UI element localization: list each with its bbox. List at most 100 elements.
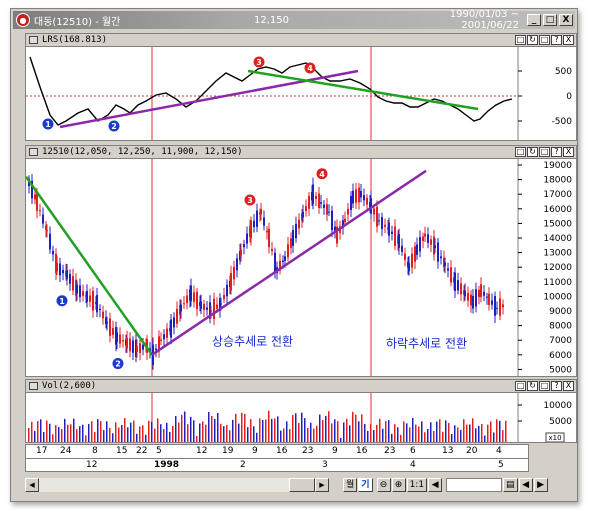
panel-restore-button[interactable]: □ <box>515 35 526 45</box>
y-tick-label: 11000 <box>543 278 572 288</box>
panel-close-button[interactable]: X <box>563 147 574 157</box>
volume-bar <box>349 425 351 442</box>
candle-body <box>437 242 439 262</box>
candle-body <box>253 220 255 228</box>
candle-body <box>89 295 91 302</box>
y-tick-label: 13000 <box>543 249 572 259</box>
volume-bar <box>337 421 339 442</box>
lrs-marker-label: 4 <box>307 64 313 73</box>
month-label: 4 <box>410 460 416 470</box>
scroll-left-button[interactable]: ◀ <box>25 477 39 492</box>
volume-bar <box>52 434 54 442</box>
forward-button[interactable]: ▶ <box>533 477 548 492</box>
panel-max-button[interactable]: □ <box>539 35 550 45</box>
volume-bar <box>388 420 390 442</box>
maximize-button[interactable]: □ <box>543 14 557 26</box>
candle-body <box>271 249 273 252</box>
candle-body <box>347 208 349 215</box>
date-input[interactable] <box>446 477 503 492</box>
candle-body <box>86 290 88 302</box>
scroll-thumb[interactable] <box>289 477 315 492</box>
candle-body <box>223 295 225 300</box>
lrs-panel[interactable]: LRS(168.813) □ ↻ □ ? X 500 0 -500 1 2 3 4 <box>25 33 577 141</box>
panel-help-button[interactable]: ? <box>551 35 562 45</box>
candle-body <box>126 337 128 349</box>
price-panel-header: 12510(12,050, 12,250, 11,900, 12,150) □ … <box>26 146 576 159</box>
minimize-button[interactable]: _ <box>527 14 541 26</box>
panel-refresh-button[interactable]: ↻ <box>527 35 538 45</box>
lrs-panel-header: LRS(168.813) □ ↻ □ ? X <box>26 34 576 47</box>
volume-bar <box>226 425 228 442</box>
volume-panel[interactable]: Vol(2,600) □ ↻ □ ? X 10000 5000 x10 <box>25 379 577 443</box>
page-icon[interactable]: ▤ <box>503 477 518 492</box>
panel-max-button[interactable]: □ <box>539 147 550 157</box>
candle-body <box>344 218 346 223</box>
volume-bar <box>250 419 252 442</box>
panel-help-button[interactable]: ? <box>551 381 562 391</box>
candle-body <box>99 308 101 311</box>
volume-bar <box>304 418 306 442</box>
close-button[interactable]: X <box>559 14 573 26</box>
volume-bar <box>490 421 492 442</box>
candle-body <box>173 317 175 328</box>
volume-bar <box>448 423 450 442</box>
volume-bar <box>472 418 474 442</box>
volume-bar <box>64 418 66 442</box>
volume-bar <box>367 430 369 442</box>
y-tick-label: 19000 <box>543 161 572 171</box>
candle-body <box>366 197 368 205</box>
y-tick-label: 10000 <box>543 401 572 411</box>
volume-bar <box>169 432 171 442</box>
candle-body <box>427 234 429 243</box>
month-label: 2 <box>240 460 246 470</box>
panel-help-button[interactable]: ? <box>551 147 562 157</box>
horizontal-scrollbar[interactable] <box>39 477 315 492</box>
monthly-button[interactable]: 월 <box>343 477 358 492</box>
scroll-right-button[interactable]: ▶ <box>315 477 329 492</box>
candle-body <box>142 344 144 350</box>
volume-bar <box>322 419 324 442</box>
prev-button[interactable]: ◀ <box>428 477 443 492</box>
volume-bar <box>253 426 255 442</box>
volume-bar <box>91 421 93 442</box>
candle-body <box>226 284 228 297</box>
candle-body <box>363 195 365 201</box>
candle-body <box>398 233 400 248</box>
candle-body <box>302 211 304 218</box>
panel-refresh-button[interactable]: ↻ <box>527 381 538 391</box>
candle-body <box>220 303 222 305</box>
volume-bar <box>466 424 468 442</box>
panel-max-button[interactable]: □ <box>539 381 550 391</box>
panel-restore-button[interactable]: □ <box>515 381 526 391</box>
candle-body <box>355 189 357 203</box>
panel-restore-button[interactable]: □ <box>515 147 526 157</box>
zoom-in-button[interactable]: ⊕ <box>391 477 406 492</box>
downtrend-line <box>26 175 154 356</box>
candle-body <box>331 210 333 231</box>
price-panel[interactable]: 12510(12,050, 12,250, 11,900, 12,150) □ … <box>25 145 577 377</box>
candle-body <box>467 292 469 301</box>
volume-bar <box>46 420 48 442</box>
volume-bar <box>391 433 393 442</box>
panel-icon <box>29 382 38 390</box>
panel-close-button[interactable]: X <box>563 381 574 391</box>
zoom-out-button[interactable]: ⊖ <box>376 477 391 492</box>
volume-bar <box>79 426 81 442</box>
volume-bar <box>100 421 102 442</box>
panel-icon <box>29 148 38 156</box>
y-tick-label: 5000 <box>549 365 572 375</box>
panel-close-button[interactable]: X <box>563 35 574 45</box>
candle-body <box>42 214 44 224</box>
volume-bar <box>340 437 342 442</box>
candle-body <box>342 220 344 228</box>
back-button[interactable]: ◀ <box>518 477 533 492</box>
panel-refresh-button[interactable]: ↻ <box>527 147 538 157</box>
title-bar[interactable]: ● 대동(12510) - 월간 12,150 1990/01/03 ~ 200… <box>13 9 575 31</box>
candle-body <box>384 224 386 227</box>
volume-bar <box>286 421 288 442</box>
period-button[interactable]: 기 <box>358 477 373 492</box>
candle-body <box>213 298 215 319</box>
ratio-button[interactable]: 1:1 <box>406 477 428 492</box>
candle-body <box>416 244 418 255</box>
volume-bar <box>451 433 453 442</box>
